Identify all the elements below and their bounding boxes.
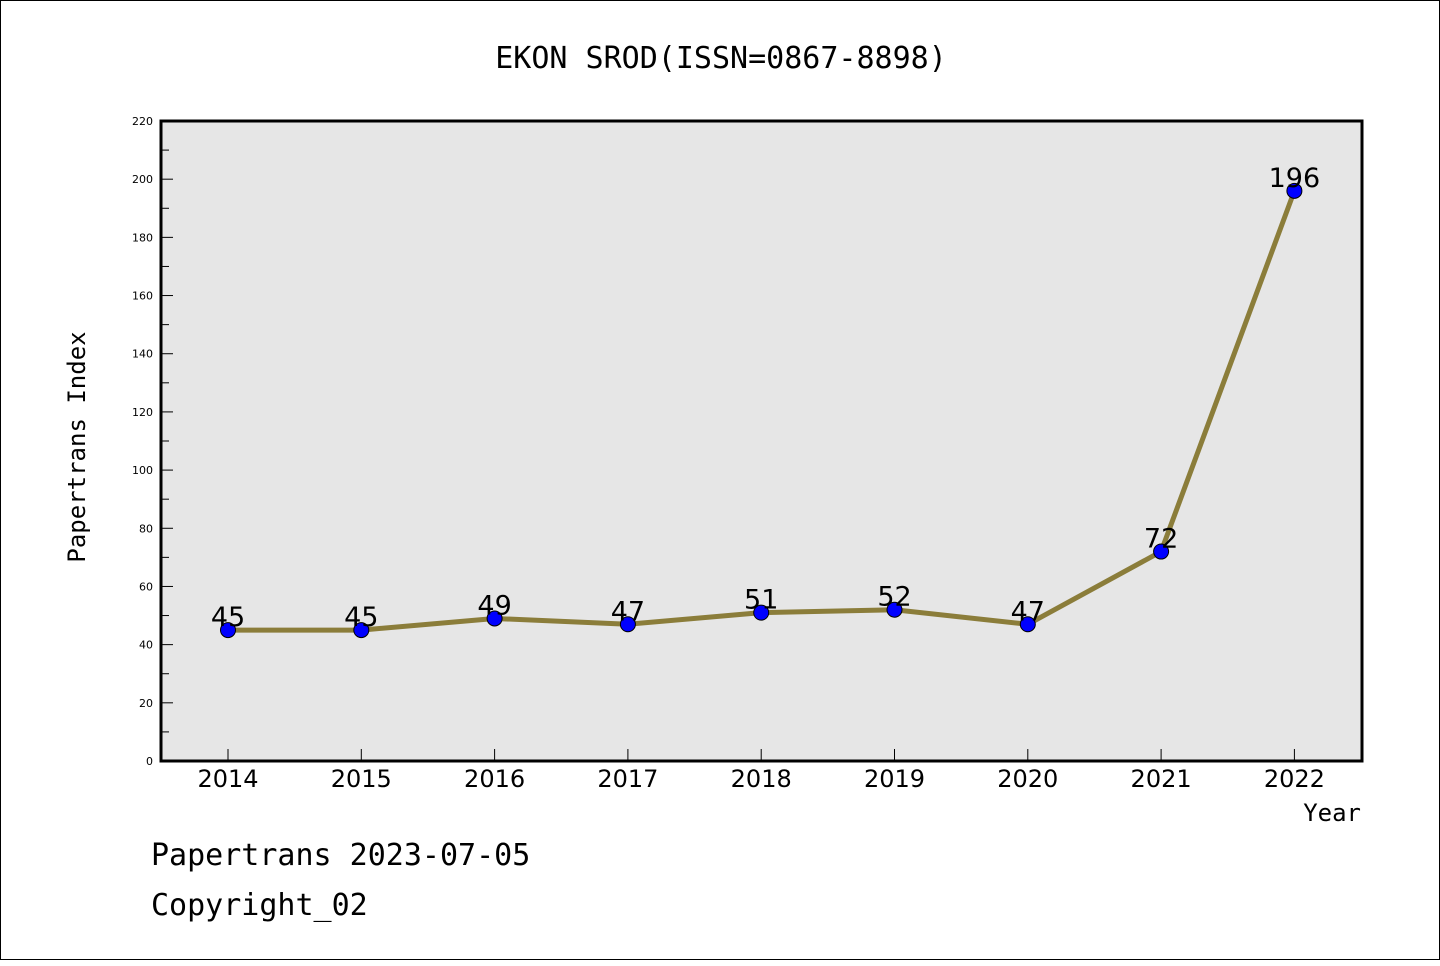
y-tick-label: 80 [139,522,153,535]
x-tick-label: 2015 [331,765,392,793]
y-tick-label: 100 [132,464,153,477]
footer-date: Papertrans 2023-07-05 [151,838,530,873]
x-tick-label: 2020 [997,765,1058,793]
x-tick-label: 2022 [1264,765,1325,793]
x-tick-label: 2016 [464,765,525,793]
y-tick-label: 140 [132,348,153,361]
x-axis-label: Year [1303,799,1361,827]
data-label: 45 [211,602,245,633]
data-point [886,601,903,618]
x-tick-label: 2017 [597,765,658,793]
data-point [353,622,370,639]
data-point [1153,543,1170,560]
data-point [220,622,236,639]
x-tick-label: 2018 [731,765,792,793]
y-tick-label: 180 [132,231,153,244]
y-axis: 0 20 40 60 80 100 120 140 160 180 200 220 [132,115,173,768]
y-tick-label: 60 [139,580,153,593]
y-tick-label: 200 [132,173,153,186]
data-label: 47 [611,596,645,627]
data-label: 45 [344,602,378,633]
series-layer: 45 45 49 47 51 52 47 72 196 [211,163,1321,639]
x-axis: 2014 2015 2016 2017 2018 2019 2020 2021 2022 [197,749,1325,793]
data-point [1019,616,1036,633]
footer-copyright: Copyright_02 [151,888,368,923]
data-label: 196 [1269,163,1321,194]
data-label: 49 [477,590,511,621]
x-tick-label: 2019 [864,765,925,793]
data-point [1286,182,1303,199]
chart-title: EKON SROD(ISSN=0867-8898) [495,41,947,76]
x-tick-label: 2014 [197,765,258,793]
data-point [619,616,636,633]
y-tick-label: 20 [139,697,153,710]
y-tick-label: 160 [132,290,153,303]
y-axis-label: Papertrans Index [63,331,91,562]
y-tick-label: 120 [132,406,153,419]
data-label: 52 [877,582,911,613]
plot-area [159,119,1364,763]
data-point [486,610,503,627]
y-tick-label: 220 [132,115,153,128]
data-label: 51 [744,585,778,616]
y-tick-label: 0 [146,755,153,768]
x-tick-label: 2021 [1131,765,1192,793]
data-label: 72 [1144,524,1178,555]
data-point [753,604,770,621]
data-label: 47 [1011,596,1045,627]
y-tick-label: 40 [139,639,153,652]
